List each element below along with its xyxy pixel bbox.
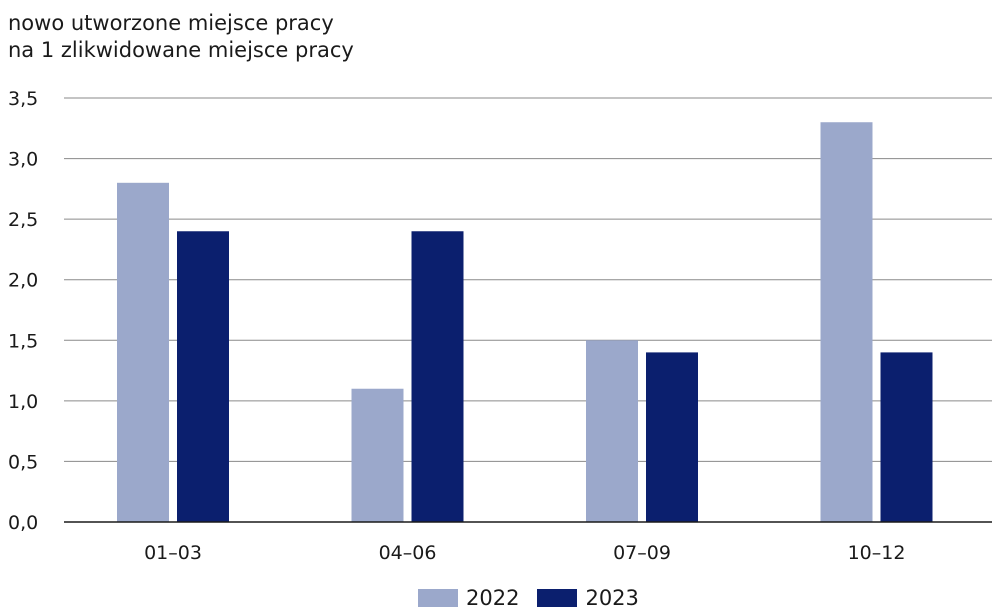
y-tick-label: 0,5 [8,451,38,473]
legend: 2022 2023 [418,586,657,610]
bar-2022-3 [820,122,873,522]
bar-2022-1 [351,388,404,522]
legend-swatch-2023 [537,589,578,607]
y-tick-label: 2,5 [8,209,38,231]
y-axis-label: nowo utworzone miejsce pracy na 1 zlikwi… [8,10,354,64]
bar-2023-2 [646,352,698,522]
legend-item-2023: 2023 [537,586,639,610]
x-tick-label: 04–06 [379,542,437,564]
y-tick-label: 0,0 [8,512,38,534]
legend-item-2022: 2022 [418,586,519,610]
x-tick-label: 01–03 [144,542,202,564]
bar-2022-0 [117,182,169,523]
legend-swatch-2022 [418,589,458,607]
y-tick-label: 2,0 [8,270,38,292]
y-tick-label: 1,5 [8,330,38,352]
y-tick-label: 3,0 [8,149,38,171]
x-tick-label: 07–09 [613,542,671,564]
bar-2023-1 [411,231,464,522]
bar-2023-0 [177,231,229,522]
legend-label-2023: 2023 [585,586,639,610]
y-tick-label: 3,5 [8,88,38,110]
y-tick-label: 1,0 [8,391,38,413]
x-tick-label: 10–12 [848,542,906,564]
bar-2022-2 [586,340,638,522]
legend-label-2022: 2022 [466,586,520,610]
y-axis-label-line-2: na 1 zlikwidowane miejsce pracy [8,38,354,62]
y-axis-label-line-1: nowo utworzone miejsce pracy [8,11,334,35]
bar-2023-3 [880,352,933,522]
